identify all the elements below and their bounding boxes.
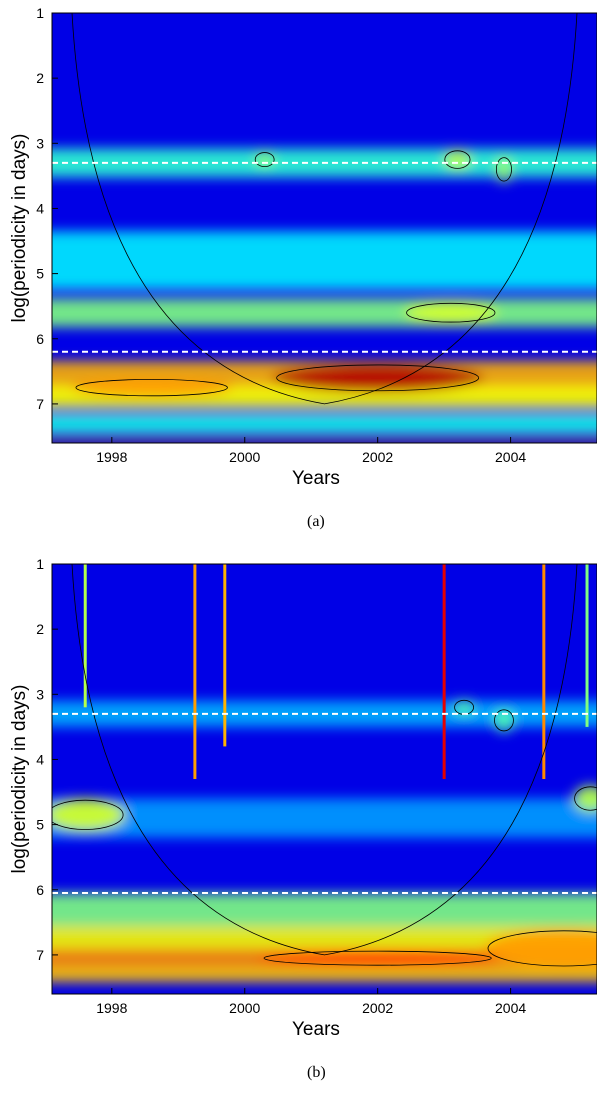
hotspot-0 [271, 363, 485, 393]
y-tick-label-2: 3 [36, 135, 44, 151]
heatmap-area [52, 564, 597, 994]
plot-frame [51, 12, 597, 444]
x-tick-label-0: 1998 [96, 1000, 127, 1016]
hotspot-5 [495, 156, 512, 183]
spike-0 [83, 564, 87, 708]
hotspot-2 [404, 302, 498, 324]
y-tick-label-5: 6 [36, 331, 44, 347]
contour-5 [495, 157, 512, 182]
y-tick-label-1: 2 [36, 621, 44, 637]
x-tick-label-2: 2002 [362, 449, 393, 465]
hotspot-4 [254, 151, 275, 168]
hotspot-2 [258, 950, 498, 966]
contour-1 [487, 930, 597, 967]
hotspot-0 [52, 798, 126, 832]
spike-5 [585, 564, 589, 727]
y-tick-label-4: 5 [36, 817, 44, 833]
spike-3 [442, 564, 446, 779]
contour-5 [494, 709, 514, 732]
y-tick-label-6: 7 [36, 947, 44, 963]
spike-4 [542, 564, 546, 779]
contour-2 [263, 950, 492, 966]
power-band-1 [52, 798, 597, 838]
y-tick-label-0: 1 [36, 5, 44, 21]
contour-3 [444, 150, 471, 169]
spike-1 [193, 564, 197, 779]
y-axis-label-a: log(periodicity in days) [9, 133, 30, 323]
contour-4 [254, 152, 275, 168]
hotspot-1 [484, 928, 597, 968]
contour-3 [574, 786, 597, 811]
hotspot-4 [454, 699, 475, 716]
scalogram-b: 1 2 3 4 5 6 7 1998 2000 2002 2004 [36, 556, 597, 1016]
x-tick-label-1: 2000 [229, 1000, 260, 1016]
contour-2 [406, 302, 496, 323]
x-axis-label-b: Years [292, 1019, 340, 1040]
spike-2 [223, 564, 227, 747]
hotspot-5 [493, 708, 514, 733]
power-band-2 [52, 893, 597, 926]
hotspot-1 [71, 378, 232, 397]
contour-1 [75, 379, 228, 397]
x-tick-label-1: 2000 [229, 449, 260, 465]
heatmap-area [52, 13, 597, 443]
y-tick-label-5: 6 [36, 882, 44, 898]
y-tick-label-3: 4 [36, 200, 44, 216]
y-tick-label-4: 5 [36, 266, 44, 282]
power-band-1 [52, 231, 597, 290]
y-tick-label-6: 7 [36, 396, 44, 412]
power-band-6 [52, 437, 597, 443]
x-tick-label-3: 2004 [495, 449, 526, 465]
power-band-5 [52, 413, 597, 434]
y-tick-label-0: 1 [36, 556, 44, 572]
caption-b: (b) [307, 1064, 326, 1081]
y-axis-label-b: log(periodicity in days) [9, 684, 30, 874]
power-band-5 [52, 966, 597, 983]
panel-a: 1 2 3 4 5 6 7 1998 2000 2002 2004 log(periodicity … [9, 5, 597, 530]
power-band-2 [52, 298, 597, 328]
x-axis-label-a: Years [292, 468, 340, 489]
contour-0 [52, 799, 124, 830]
y-tick-label-1: 2 [36, 70, 44, 86]
hotspot-3 [444, 149, 471, 170]
cone-of-influence [71, 564, 578, 956]
x-tick-label-3: 2004 [495, 1000, 526, 1016]
scalogram-a: 1 2 3 4 5 6 7 1998 2000 2002 2004 [36, 5, 597, 465]
x-tick-label-2: 2002 [362, 1000, 393, 1016]
contour-0 [276, 364, 480, 392]
x-tick-label-0: 1998 [96, 449, 127, 465]
plot-frame [51, 563, 597, 995]
cone-of-influence [71, 13, 578, 405]
y-tick-label-2: 3 [36, 686, 44, 702]
y-tick-label-3: 4 [36, 751, 44, 767]
hotspot-3 [573, 785, 597, 812]
caption-a: (a) [307, 513, 325, 530]
panel-b: 1 2 3 4 5 6 7 1998 2000 2002 2004 log(periodicity … [0, 551, 597, 1102]
